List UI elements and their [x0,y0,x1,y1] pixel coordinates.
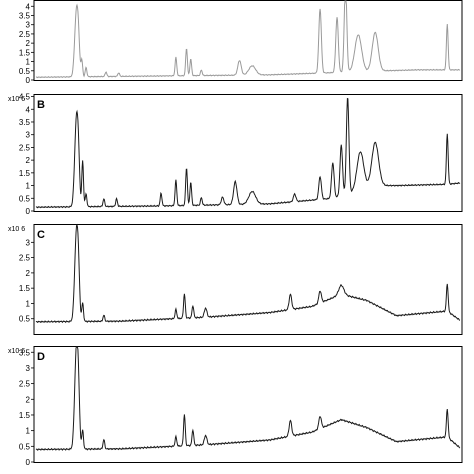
panel-label: C [37,229,45,241]
panels-group: 00.511.522.533.5400.511.522.533.544.5x10… [8,0,463,467]
panel-frame [33,346,463,463]
y-tick-label: 0 [26,207,31,216]
panel-label: B [37,99,45,111]
y-tick-label: 4 [26,2,31,11]
chromatogram-trace [35,346,461,451]
y-tick-label: 1 [26,427,31,436]
y-tick-label: 2.5 [19,254,31,263]
chromatogram-trace [35,97,461,209]
y-tick-label: 0.5 [19,442,31,451]
y-tick-label: 0.5 [19,194,31,203]
panel-frame [33,224,463,335]
y-tick-label: 3 [26,238,31,247]
exponent-label: x10 6 [8,96,25,103]
panel-frame [33,94,463,212]
y-tick-label: 2 [26,395,31,404]
y-tick-label: 2 [26,156,31,165]
exponent-label: x10 6 [8,226,25,233]
y-tick-label: 0.5 [19,315,31,324]
y-tick-label: 3 [26,364,31,373]
y-tick-label: 2.5 [19,380,31,389]
y-tick-label: 1 [26,58,31,67]
y-tick-label: 2.5 [19,30,31,39]
y-tick-label: 3.5 [19,118,31,127]
chromatogram-trace [35,0,461,79]
y-tick-label: 4.5 [19,93,31,102]
y-tick-label: 3.5 [19,11,31,20]
chromatogram-trace [35,223,461,324]
y-tick-label: 1.5 [19,284,31,293]
y-tick-label: 1.5 [19,48,31,57]
y-tick-label: 4 [26,105,31,114]
y-tick-label: 1.5 [19,411,31,420]
panel-label: D [37,351,45,363]
y-tick-label: 2 [26,269,31,278]
y-tick-label: 1.5 [19,169,31,178]
y-tick-label: 0 [26,76,31,85]
y-tick-label: 0 [26,458,31,467]
panel-1: 00.511.522.533.54 [19,0,463,85]
exponent-label: x10 6 [8,348,25,355]
y-tick-label: 3.5 [19,348,31,357]
panel-frame [33,0,463,81]
y-tick-label: 1 [26,299,31,308]
y-tick-label: 1 [26,182,31,191]
y-tick-label: 2 [26,39,31,48]
y-tick-label: 3 [26,131,31,140]
y-tick-label: 3 [26,21,31,30]
y-tick-label: 0.5 [19,67,31,76]
y-tick-label: 2.5 [19,143,31,152]
